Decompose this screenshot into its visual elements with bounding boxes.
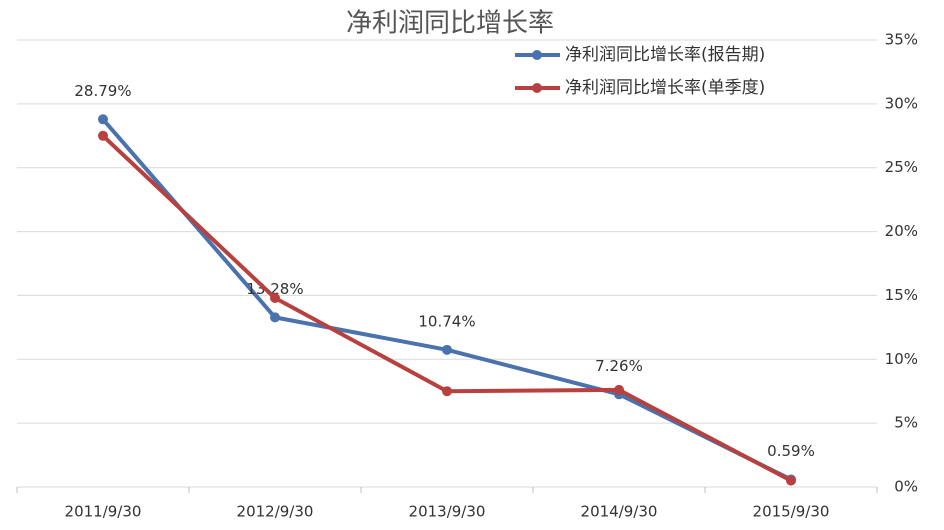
y-tick-label: 25% bbox=[885, 158, 918, 176]
legend-label: 净利润同比增长率(单季度) bbox=[565, 78, 765, 98]
point-marker bbox=[270, 312, 280, 323]
data-label: 28.79% bbox=[74, 82, 131, 100]
y-tick-label: 5% bbox=[894, 414, 918, 432]
point-marker bbox=[442, 386, 452, 397]
point-marker bbox=[98, 130, 108, 141]
data-label: 0.59% bbox=[767, 442, 815, 460]
chart-title: 净利润同比增长率 bbox=[346, 9, 554, 39]
y-tick-label: 30% bbox=[885, 94, 918, 112]
x-tick-label: 2013/9/30 bbox=[409, 503, 486, 521]
point-marker bbox=[270, 292, 280, 303]
x-tick-label: 2011/9/30 bbox=[65, 503, 142, 521]
data-label: 7.26% bbox=[595, 357, 643, 375]
point-marker bbox=[786, 475, 796, 486]
y-tick-label: 20% bbox=[885, 222, 918, 240]
y-tick-label: 35% bbox=[885, 31, 918, 49]
y-tick-label: 10% bbox=[885, 350, 918, 368]
x-tick-label: 2015/9/30 bbox=[753, 503, 830, 521]
y-tick-label: 15% bbox=[885, 286, 918, 304]
y-tick-label: 0% bbox=[894, 478, 918, 496]
legend-marker bbox=[532, 83, 542, 93]
point-marker bbox=[442, 344, 452, 355]
point-marker bbox=[614, 384, 624, 395]
data-label: 10.74% bbox=[418, 312, 475, 330]
legend-label: 净利润同比增长率(报告期) bbox=[565, 45, 765, 65]
legend-marker bbox=[532, 50, 542, 60]
x-tick-label: 2012/9/30 bbox=[237, 503, 314, 521]
point-marker bbox=[98, 114, 108, 125]
x-tick-label: 2014/9/30 bbox=[581, 503, 658, 521]
